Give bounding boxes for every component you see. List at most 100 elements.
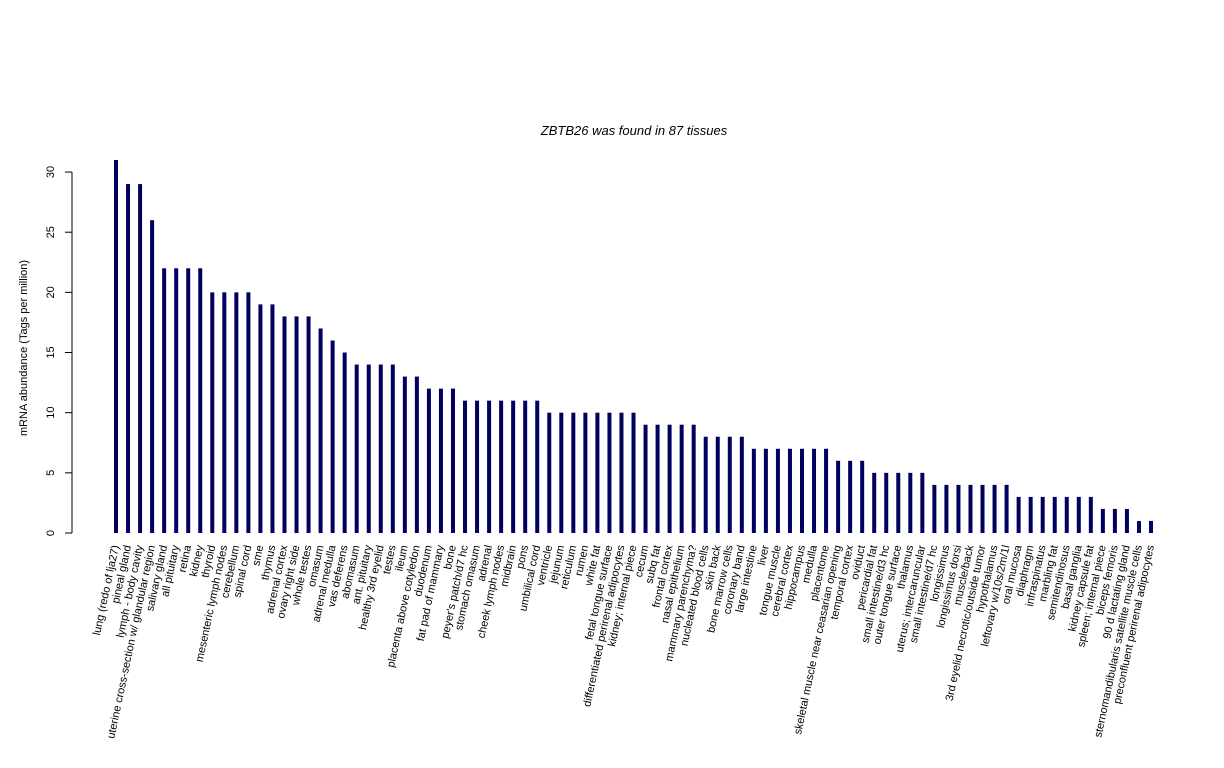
bar [354,364,359,533]
bar [210,292,215,533]
bar [1088,496,1093,533]
bar [1112,508,1117,533]
bar [511,400,516,533]
bar [1149,520,1154,533]
bar [944,484,949,533]
bar [1076,496,1081,533]
bar [366,364,371,533]
bar [583,412,588,533]
bar [1052,496,1057,533]
bar [222,292,227,533]
bar [535,400,540,533]
bar [980,484,985,533]
bar [174,268,179,533]
bar [691,424,696,533]
bar [114,160,118,533]
bar [294,316,299,533]
bar [318,328,323,533]
bar [595,412,600,533]
y-tick-label: 25 [45,226,57,238]
bar [607,412,612,533]
bar [932,484,937,533]
bar [571,412,576,533]
bar [799,448,804,533]
bar [703,436,708,533]
bar [643,424,648,533]
bar [812,448,817,533]
bar [162,268,167,533]
bar [763,448,768,533]
bar [1136,520,1141,533]
bar [715,436,720,533]
bar [487,400,492,533]
y-tick-label: 20 [45,286,57,298]
bar [559,412,564,533]
bar [860,460,865,533]
y-tick-label: 10 [45,407,57,419]
bar [198,268,203,533]
bar [378,364,383,533]
bar [438,388,443,533]
bar [1004,484,1009,533]
bar [727,436,732,533]
bar [258,304,263,533]
bar [1040,496,1045,533]
bar [342,352,347,533]
bar [884,472,889,533]
bar [968,484,973,533]
x-tick-label: ileum [394,544,411,572]
x-tick-label: bone [442,544,459,570]
bar [872,472,877,533]
bar [848,460,853,533]
bar [787,448,792,533]
bar [282,316,287,533]
bar [836,460,841,533]
bar [1100,508,1105,533]
bar [679,424,684,533]
y-tick-label: 15 [45,346,57,358]
bar [1064,496,1069,533]
bar [450,388,455,533]
bar [956,484,961,533]
bar [896,472,901,533]
bar [739,436,744,533]
bar [246,292,251,533]
x-tick-label: sme [250,544,266,567]
bar [270,304,275,533]
bar [138,184,143,533]
bar [920,472,925,533]
x-tick-label: liver [756,544,772,567]
bar [126,184,131,533]
bar [463,400,468,533]
bar [1124,508,1129,533]
bar [1028,496,1033,533]
bar [667,424,672,533]
bar [908,472,913,533]
bar [306,316,311,533]
bar [234,292,239,533]
bar [414,376,419,533]
y-axis-label: mRNA abundance (Tags per million) [18,260,30,436]
bar [619,412,624,533]
bar [523,400,528,533]
bar [775,448,780,533]
bar [1016,496,1021,533]
bar [330,340,335,533]
bar [824,448,829,533]
y-tick-label: 30 [45,166,57,178]
bar [992,484,997,533]
bar [150,220,155,533]
bar [655,424,660,533]
bar [499,400,504,533]
y-tick-label: 0 [45,530,57,536]
x-tick-label: pons [514,544,531,570]
bar [547,412,552,533]
bar [402,376,407,533]
bar [631,412,636,533]
bar [475,400,480,533]
bar [751,448,756,533]
y-tick-label: 5 [45,470,57,476]
bar [186,268,191,533]
